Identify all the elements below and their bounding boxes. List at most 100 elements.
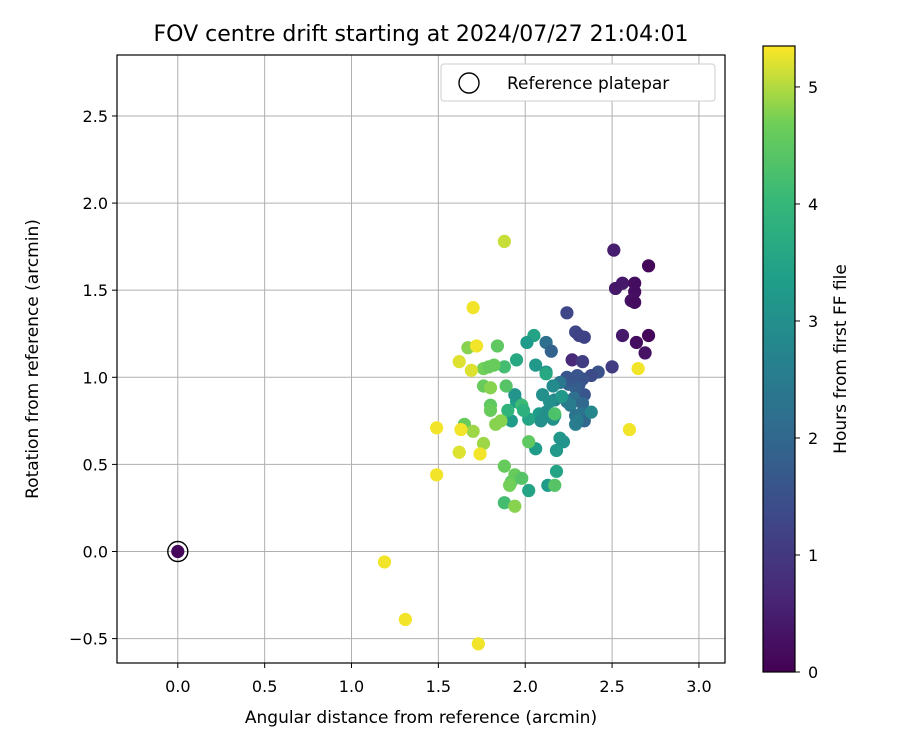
data-point <box>452 355 466 369</box>
data-point <box>548 478 562 492</box>
data-point <box>622 422 637 437</box>
data-point <box>641 259 656 273</box>
legend-marker-icon <box>458 72 480 94</box>
colorbar-label: Hours from first FF file <box>831 264 851 454</box>
data-point <box>502 478 517 492</box>
data-point <box>473 447 487 461</box>
data-point <box>555 389 569 404</box>
data-point <box>430 421 444 435</box>
data-point <box>536 388 550 402</box>
data-point <box>494 414 508 428</box>
colorbar-ticks: 0 1 2 3 4 5 <box>795 78 818 682</box>
chart-title: FOV centre drift starting at 2024/07/27 … <box>154 22 689 47</box>
data-point <box>638 346 652 360</box>
data-point <box>515 471 529 485</box>
data-point <box>469 339 484 353</box>
data-point <box>560 306 574 320</box>
scatter-points <box>377 234 656 651</box>
data-point <box>377 555 392 569</box>
colorbar-tick-label: 5 <box>808 78 818 97</box>
x-tick-label: 1.5 <box>426 677 451 696</box>
y-axis-ticks: −0.5 0.0 0.5 1.0 1.5 2.0 2.5 <box>69 107 117 649</box>
colorbar-tick-label: 2 <box>808 429 818 448</box>
data-point <box>575 355 590 369</box>
x-axis-label: Angular distance from reference (arcmin) <box>245 708 597 728</box>
data-point <box>546 379 560 393</box>
data-point <box>508 499 522 513</box>
data-point <box>482 360 496 374</box>
y-tick-label: −0.5 <box>69 630 108 649</box>
colorbar-gradient <box>762 45 796 673</box>
data-point <box>509 353 524 367</box>
data-point <box>641 328 656 343</box>
y-tick-label: 2.0 <box>83 194 108 213</box>
data-point <box>629 335 644 350</box>
data-point <box>466 424 480 438</box>
legend-box <box>440 63 716 102</box>
data-point <box>497 496 511 510</box>
data-point <box>570 368 584 383</box>
data-point <box>466 301 480 315</box>
y-axis-label: Rotation from reference (arcmin) <box>23 219 43 499</box>
y-tick-label: 0.0 <box>83 543 108 562</box>
colorbar: 0 1 2 3 4 5 Hours from first FF file <box>762 45 851 682</box>
data-point <box>544 344 558 358</box>
reference-ring <box>167 540 189 563</box>
data-point <box>584 405 598 419</box>
data-point <box>615 328 630 343</box>
y-tick-label: 0.5 <box>83 455 108 474</box>
data-point <box>504 414 518 428</box>
reference-marker <box>167 540 189 563</box>
colorbar-tick-label: 1 <box>808 546 818 565</box>
x-tick-label: 2.5 <box>599 677 624 696</box>
data-point <box>607 243 621 257</box>
colorbar-tick-label: 0 <box>808 663 818 682</box>
data-point <box>522 435 536 449</box>
data-point <box>565 353 579 367</box>
data-point <box>497 234 511 249</box>
x-tick-label: 3.0 <box>686 677 711 696</box>
data-point <box>508 388 522 402</box>
data-point <box>577 330 591 344</box>
data-point <box>539 367 553 381</box>
x-tick-label: 0.0 <box>165 677 190 696</box>
data-point <box>452 445 466 459</box>
grid <box>117 55 725 663</box>
x-tick-label: 1.0 <box>339 677 364 696</box>
data-point <box>471 637 485 651</box>
data-point <box>516 403 531 417</box>
y-tick-label: 1.5 <box>83 281 108 300</box>
data-point <box>490 339 505 353</box>
colorbar-tick-label: 4 <box>808 195 818 214</box>
data-point <box>549 443 564 458</box>
data-point <box>575 396 590 411</box>
data-point <box>398 612 412 627</box>
plot-area-frame <box>116 54 726 664</box>
data-point <box>483 381 498 395</box>
y-tick-label: 2.5 <box>83 107 108 126</box>
reference-point <box>171 544 185 559</box>
data-point <box>499 379 513 393</box>
data-point <box>549 464 564 478</box>
data-point <box>464 363 478 377</box>
y-tick-label: 1.0 <box>83 368 108 387</box>
data-point <box>454 422 468 437</box>
x-tick-label: 2.0 <box>513 677 538 696</box>
x-axis-ticks: 0.0 0.5 1.0 1.5 2.0 2.5 3.0 <box>165 663 712 696</box>
data-point <box>483 403 498 417</box>
data-point <box>476 436 491 451</box>
colorbar-tick-label: 3 <box>808 312 818 331</box>
data-point <box>520 335 534 350</box>
x-tick-label: 0.5 <box>252 677 277 696</box>
legend: Reference platepar <box>440 63 716 102</box>
data-point <box>522 483 536 498</box>
legend-label: Reference platepar <box>507 74 669 94</box>
data-point <box>608 281 623 296</box>
data-point <box>548 407 562 421</box>
data-point <box>430 468 444 482</box>
data-point <box>497 360 511 374</box>
data-point <box>631 361 645 376</box>
data-point <box>529 358 543 372</box>
data-point <box>605 360 619 374</box>
